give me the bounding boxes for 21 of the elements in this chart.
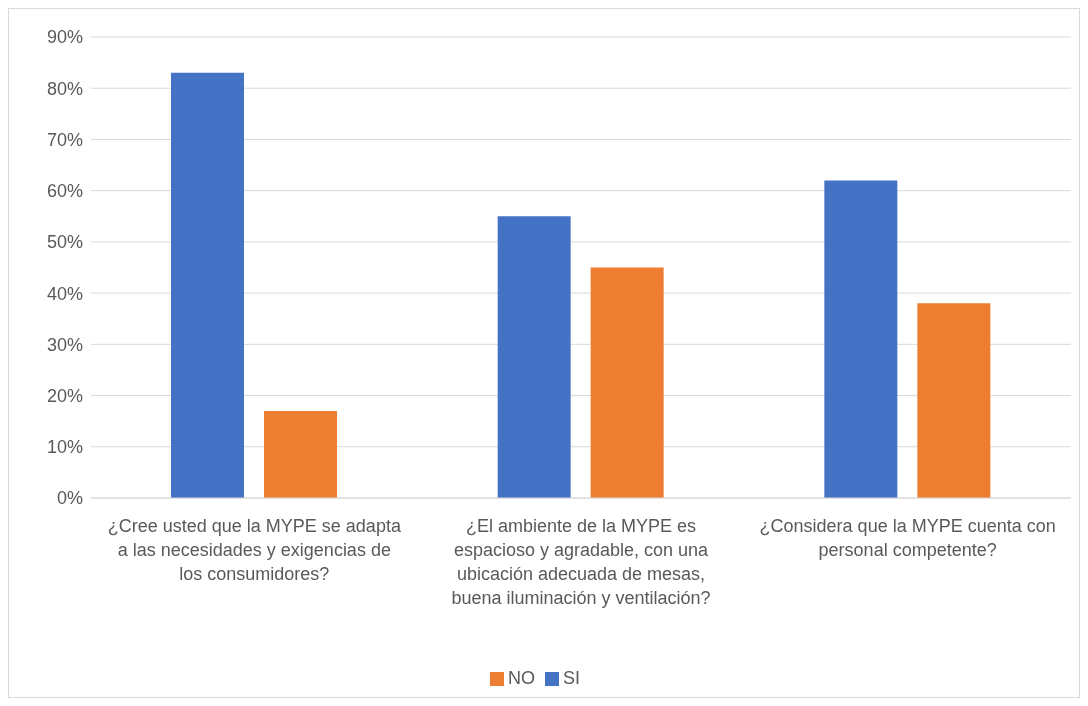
x-tick-label: ¿Considera que la MYPE cuenta con personal competente? [759, 516, 1056, 560]
y-tick-label: 40% [46, 283, 83, 304]
y-tick-label: 0% [56, 488, 83, 509]
legend-label: SI [562, 668, 580, 688]
bar [590, 267, 664, 498]
bar [824, 180, 898, 498]
y-tick-label: 10% [46, 437, 83, 458]
y-tick-label: 80% [46, 78, 83, 99]
bar [497, 216, 571, 498]
y-tick-label: 20% [46, 385, 83, 406]
y-tick-label: 90% [46, 27, 83, 48]
x-tick-label: ¿El ambiente de la MYPE es espacioso y agradable, con una ubicación adecuada de mesas, buena iluminación y ventilación? [451, 516, 711, 608]
legend-label: NO [507, 668, 535, 688]
bar [264, 410, 337, 498]
y-tick-label: 60% [46, 181, 83, 202]
y-tick-label: 50% [46, 232, 83, 253]
x-tick-label: ¿Cree usted que la MYPE se adapta a las necesidades y exigencias de los consumidores? [107, 516, 402, 584]
y-tick-label: 30% [46, 334, 83, 355]
bar [917, 303, 991, 498]
y-tick-label: 70% [46, 129, 83, 150]
bar [171, 72, 244, 498]
